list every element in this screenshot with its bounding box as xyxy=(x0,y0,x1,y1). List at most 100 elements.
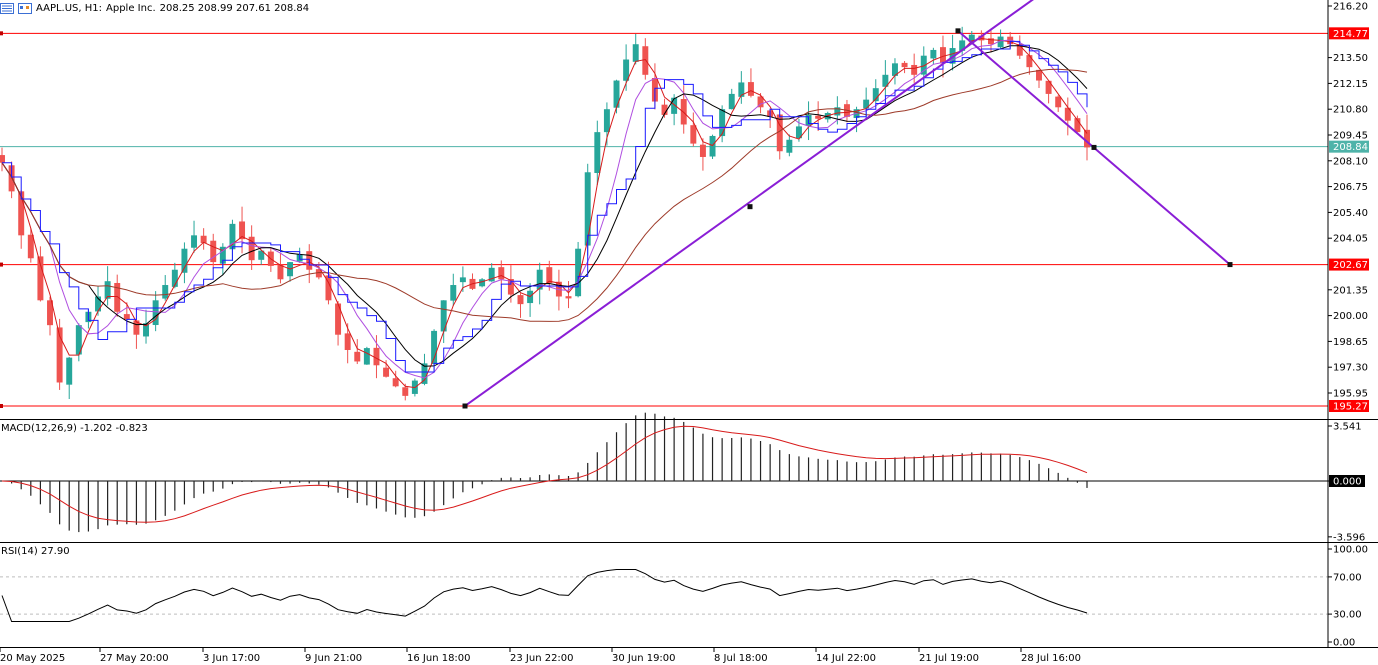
candle-body xyxy=(901,62,908,68)
candle-body xyxy=(959,40,966,51)
candle-body xyxy=(219,246,226,264)
candle-body xyxy=(939,47,946,64)
candle-body xyxy=(123,314,130,320)
candle-body xyxy=(584,172,591,246)
macd-tick-label: -3.596 xyxy=(1333,532,1365,543)
candle-body xyxy=(335,303,342,335)
candle-body xyxy=(373,347,380,366)
candle-body xyxy=(248,236,255,261)
calendar-icon[interactable] xyxy=(18,2,32,14)
candle-body xyxy=(757,96,764,108)
candle-body xyxy=(575,248,582,297)
candle-body xyxy=(75,325,82,355)
trendline-anchor xyxy=(747,204,753,210)
candle-body xyxy=(114,282,121,312)
x-tick-label: 20 May 2025 xyxy=(0,653,65,664)
candle-body xyxy=(229,223,236,250)
candle-body xyxy=(0,155,5,163)
candle-body xyxy=(776,114,783,152)
candle-body xyxy=(498,267,505,280)
candle-body xyxy=(1064,107,1071,121)
candle-body xyxy=(162,285,169,299)
candle-body xyxy=(680,99,687,125)
x-tick-label: 9 Jun 21:00 xyxy=(305,653,362,664)
candle-body xyxy=(507,279,514,295)
price-level-label: 202.67 xyxy=(1333,260,1368,271)
y-tick-label: 204.05 xyxy=(1333,234,1368,245)
macd-tick-label: 3.541 xyxy=(1333,422,1362,433)
y-tick-label: 213.50 xyxy=(1333,53,1368,64)
macd-zero-label: 0.000 xyxy=(1333,477,1362,488)
x-tick-label: 14 Jul 22:00 xyxy=(816,653,876,664)
y-tick-label: 208.10 xyxy=(1333,156,1368,167)
rsi-tick-label: 0.00 xyxy=(1333,638,1355,649)
uptrend-line xyxy=(464,0,1034,407)
candle-body xyxy=(719,109,726,137)
moving-average-line xyxy=(1,45,1088,367)
y-tick-label: 216.20 xyxy=(1333,2,1368,13)
candle-body xyxy=(239,221,246,240)
candle-body xyxy=(1084,129,1090,148)
bid-tag xyxy=(1329,140,1369,153)
candle-body xyxy=(191,235,198,248)
candle-body xyxy=(392,378,399,387)
x-tick-label: 23 Jun 22:00 xyxy=(510,653,574,664)
price-level-tag xyxy=(1329,27,1369,40)
time-axis: 20 May 2025 27 May 20:00 3 Jun 17:00 9 Jun … xyxy=(0,648,1081,664)
candle-body xyxy=(988,38,994,45)
candle-body xyxy=(200,235,207,243)
trendline-anchor xyxy=(462,403,468,409)
candle-body xyxy=(786,139,793,153)
candle-body xyxy=(210,240,217,263)
candle-body xyxy=(747,82,754,96)
macd-signal-line xyxy=(1,425,1088,523)
candle-body xyxy=(709,135,716,157)
y-tick-label: 205.40 xyxy=(1333,208,1368,219)
candle-body xyxy=(440,300,447,332)
candle-body xyxy=(27,234,34,259)
candle-body xyxy=(104,281,111,299)
level-handle xyxy=(0,31,3,36)
candle-body xyxy=(603,109,610,133)
candle-body xyxy=(315,269,322,278)
rsi-line xyxy=(1,569,1088,622)
candle-body xyxy=(354,351,361,362)
candle-body xyxy=(728,93,735,110)
candle-body xyxy=(344,333,351,350)
candle-body xyxy=(8,165,15,192)
price-level-tag xyxy=(1329,258,1369,271)
candle-body xyxy=(872,88,879,102)
candle-body xyxy=(699,144,706,157)
candle-body xyxy=(1016,44,1023,56)
candle-body xyxy=(642,46,649,75)
bid-label: 208.84 xyxy=(1333,142,1368,153)
trendline-anchor xyxy=(955,28,961,34)
candle-body xyxy=(181,248,188,273)
candle-body xyxy=(795,126,802,139)
y-tick-label: 200.00 xyxy=(1333,311,1368,322)
trendline-anchor xyxy=(1227,262,1233,268)
candle-body xyxy=(1045,80,1052,94)
candle-body xyxy=(421,363,428,384)
price-level-label: 195.27 xyxy=(1333,401,1368,412)
price-axis: 216.20 213.50 212.15 210.80 209.45 208.10 206.… xyxy=(0,0,1378,649)
candle-body xyxy=(997,36,1004,48)
candle-body xyxy=(1036,69,1042,81)
candle-body xyxy=(18,191,25,236)
candle-body xyxy=(671,97,678,114)
rsi-title: RSI(14) 27.90 xyxy=(1,546,70,557)
macd-zero-tag xyxy=(1329,475,1365,487)
price-level-label: 214.77 xyxy=(1333,29,1368,40)
candle-body xyxy=(1026,55,1033,68)
candle-body xyxy=(930,49,937,59)
candle-body xyxy=(56,327,63,383)
y-tick-label: 195.95 xyxy=(1333,389,1368,400)
candle-body xyxy=(152,300,159,326)
x-tick-label: 16 Jun 18:00 xyxy=(407,653,471,664)
y-tick-label: 201.35 xyxy=(1333,285,1368,296)
candle-body xyxy=(325,275,332,301)
x-tick-label: 8 Jul 18:00 xyxy=(714,653,768,664)
candle-body xyxy=(431,330,438,365)
menu-icon[interactable] xyxy=(0,2,14,14)
